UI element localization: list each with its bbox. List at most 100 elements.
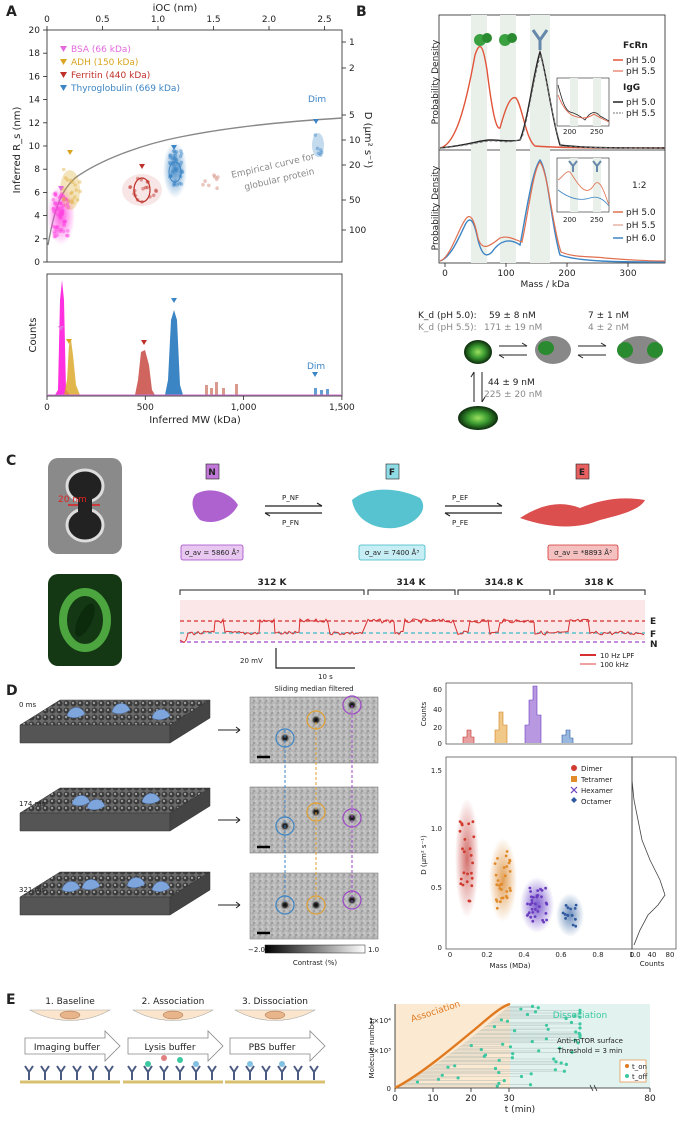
scatter-point <box>63 197 67 201</box>
legend-hexamer-marker <box>570 786 578 794</box>
t-off-point <box>578 1022 582 1026</box>
buffer-arrow <box>24 1030 121 1062</box>
panel-label-c: C <box>6 453 17 469</box>
legend-ferritin: Ferritin (440 kDa) <box>71 71 150 81</box>
rate-arrow-nf <box>265 502 323 507</box>
scatter-point <box>53 226 57 230</box>
minor-hist-bar <box>314 388 317 395</box>
diffusion-point <box>544 886 547 890</box>
scatter-point <box>66 233 70 238</box>
d-x-tick-label: 0 <box>448 951 452 959</box>
t-off-point <box>544 1023 549 1027</box>
nanopore-neck <box>78 496 92 514</box>
trace-state-e: E <box>650 617 656 627</box>
particle-circle <box>342 695 362 715</box>
y-tick-label: 12 <box>29 119 40 129</box>
e-x-axis: 0 10 20 30 80 <box>392 1088 656 1104</box>
scatter-point <box>61 194 66 199</box>
inset-bottom-band-2 <box>593 158 601 212</box>
tetramer-cloud <box>489 838 517 922</box>
scatter-point <box>58 213 62 218</box>
step-label: 1. Baseline <box>45 997 95 1007</box>
scatter-point <box>58 213 62 217</box>
complex-fcrn-part <box>538 341 554 355</box>
diffusion-point <box>534 908 537 911</box>
diffusion-point <box>471 820 475 824</box>
diffusion-point <box>459 882 463 886</box>
diffusion-point <box>459 877 463 881</box>
scatter-point <box>175 168 179 173</box>
scatter-point <box>53 201 57 205</box>
diffusion-point <box>533 902 537 906</box>
rate-arrow-ef <box>445 502 503 507</box>
panel-a-legend: BSA (66 kDa) ADH (150 kDa) Ferritin (440… <box>60 45 180 94</box>
legend-fcrn-ph55: pH 5.5 <box>626 67 656 77</box>
legend-igg-title: IgG <box>623 83 640 93</box>
scatter-point <box>58 228 62 232</box>
t-off-point <box>446 1065 450 1069</box>
dim-cluster <box>312 133 324 157</box>
t-off-point <box>577 1031 581 1035</box>
scatter-point <box>168 154 172 158</box>
cell-nucleus <box>59 1010 81 1020</box>
legend-dimer: Dimer <box>581 765 602 773</box>
filtered-frame <box>249 696 379 764</box>
diffusion-point <box>504 854 508 858</box>
scatter-point <box>128 185 132 190</box>
d-ytick-15: 1.5 <box>431 767 442 775</box>
hist-octamer <box>561 729 574 743</box>
t-off-point <box>536 1006 540 1010</box>
scatter-point <box>173 168 178 172</box>
diffusion-point <box>529 895 533 899</box>
y-tick-label: 20 <box>29 26 41 36</box>
diffusion-point <box>531 911 535 914</box>
panel-b-frame <box>438 14 666 264</box>
scatter-point <box>203 179 207 183</box>
t-off-point <box>554 1060 558 1064</box>
diffusion-point <box>508 870 512 873</box>
diffusion-point <box>526 913 530 916</box>
scatter-point <box>53 225 58 229</box>
hist-marker-ferritin <box>141 340 147 345</box>
scatter-point <box>173 151 177 155</box>
right-tick-label: 1 <box>349 38 355 48</box>
hexamer-cloud <box>520 877 554 933</box>
scatter-point <box>172 181 177 185</box>
analyte-molecule <box>177 1057 183 1063</box>
arrow-d2 <box>218 816 241 824</box>
scatter-point <box>178 173 182 178</box>
y-tick-label: 8 <box>34 165 40 175</box>
y-tick-label: 10 <box>29 142 41 152</box>
scatter-point <box>180 170 185 174</box>
scatter-point <box>168 153 172 157</box>
scatter-point <box>53 191 58 195</box>
igg-ph55-curve <box>439 53 666 149</box>
buffer-label: PBS buffer <box>249 1043 296 1053</box>
scatter-point <box>55 233 60 237</box>
scatter-point <box>139 178 144 182</box>
scatter-point <box>54 204 59 208</box>
current-trace <box>179 617 645 644</box>
side-histogram <box>631 779 666 946</box>
equilibrium-arrow-3 <box>470 371 486 403</box>
state-e-sigma: σ_av = *8893 Å³ <box>554 548 612 557</box>
d-x-axis: 0 0.2 0.4 0.6 0.8 1.0 <box>448 951 641 959</box>
scatter-point <box>178 163 182 167</box>
t-off-point <box>492 1025 497 1029</box>
t-off-point <box>569 1020 574 1025</box>
membrane-front <box>19 896 171 916</box>
filtered-frame <box>249 786 379 854</box>
top-tick-label: 1.5 <box>206 15 220 25</box>
diffusion-point <box>539 887 542 891</box>
equilibrium-arrow-2 <box>577 342 607 359</box>
scatter-point <box>61 229 66 234</box>
e-x-tick-label: 0 <box>392 1094 398 1104</box>
scatter-point <box>214 177 219 182</box>
state-n-sigma: σ_av = 5860 Å³ <box>185 548 240 557</box>
inset-top-tick-200: 200 <box>563 128 576 136</box>
scatter-point <box>136 176 140 181</box>
scatter-point <box>60 209 65 213</box>
legend-marker-thyroglobulin <box>60 85 67 91</box>
t-off-point <box>578 1026 582 1030</box>
scatter-point <box>168 162 173 166</box>
